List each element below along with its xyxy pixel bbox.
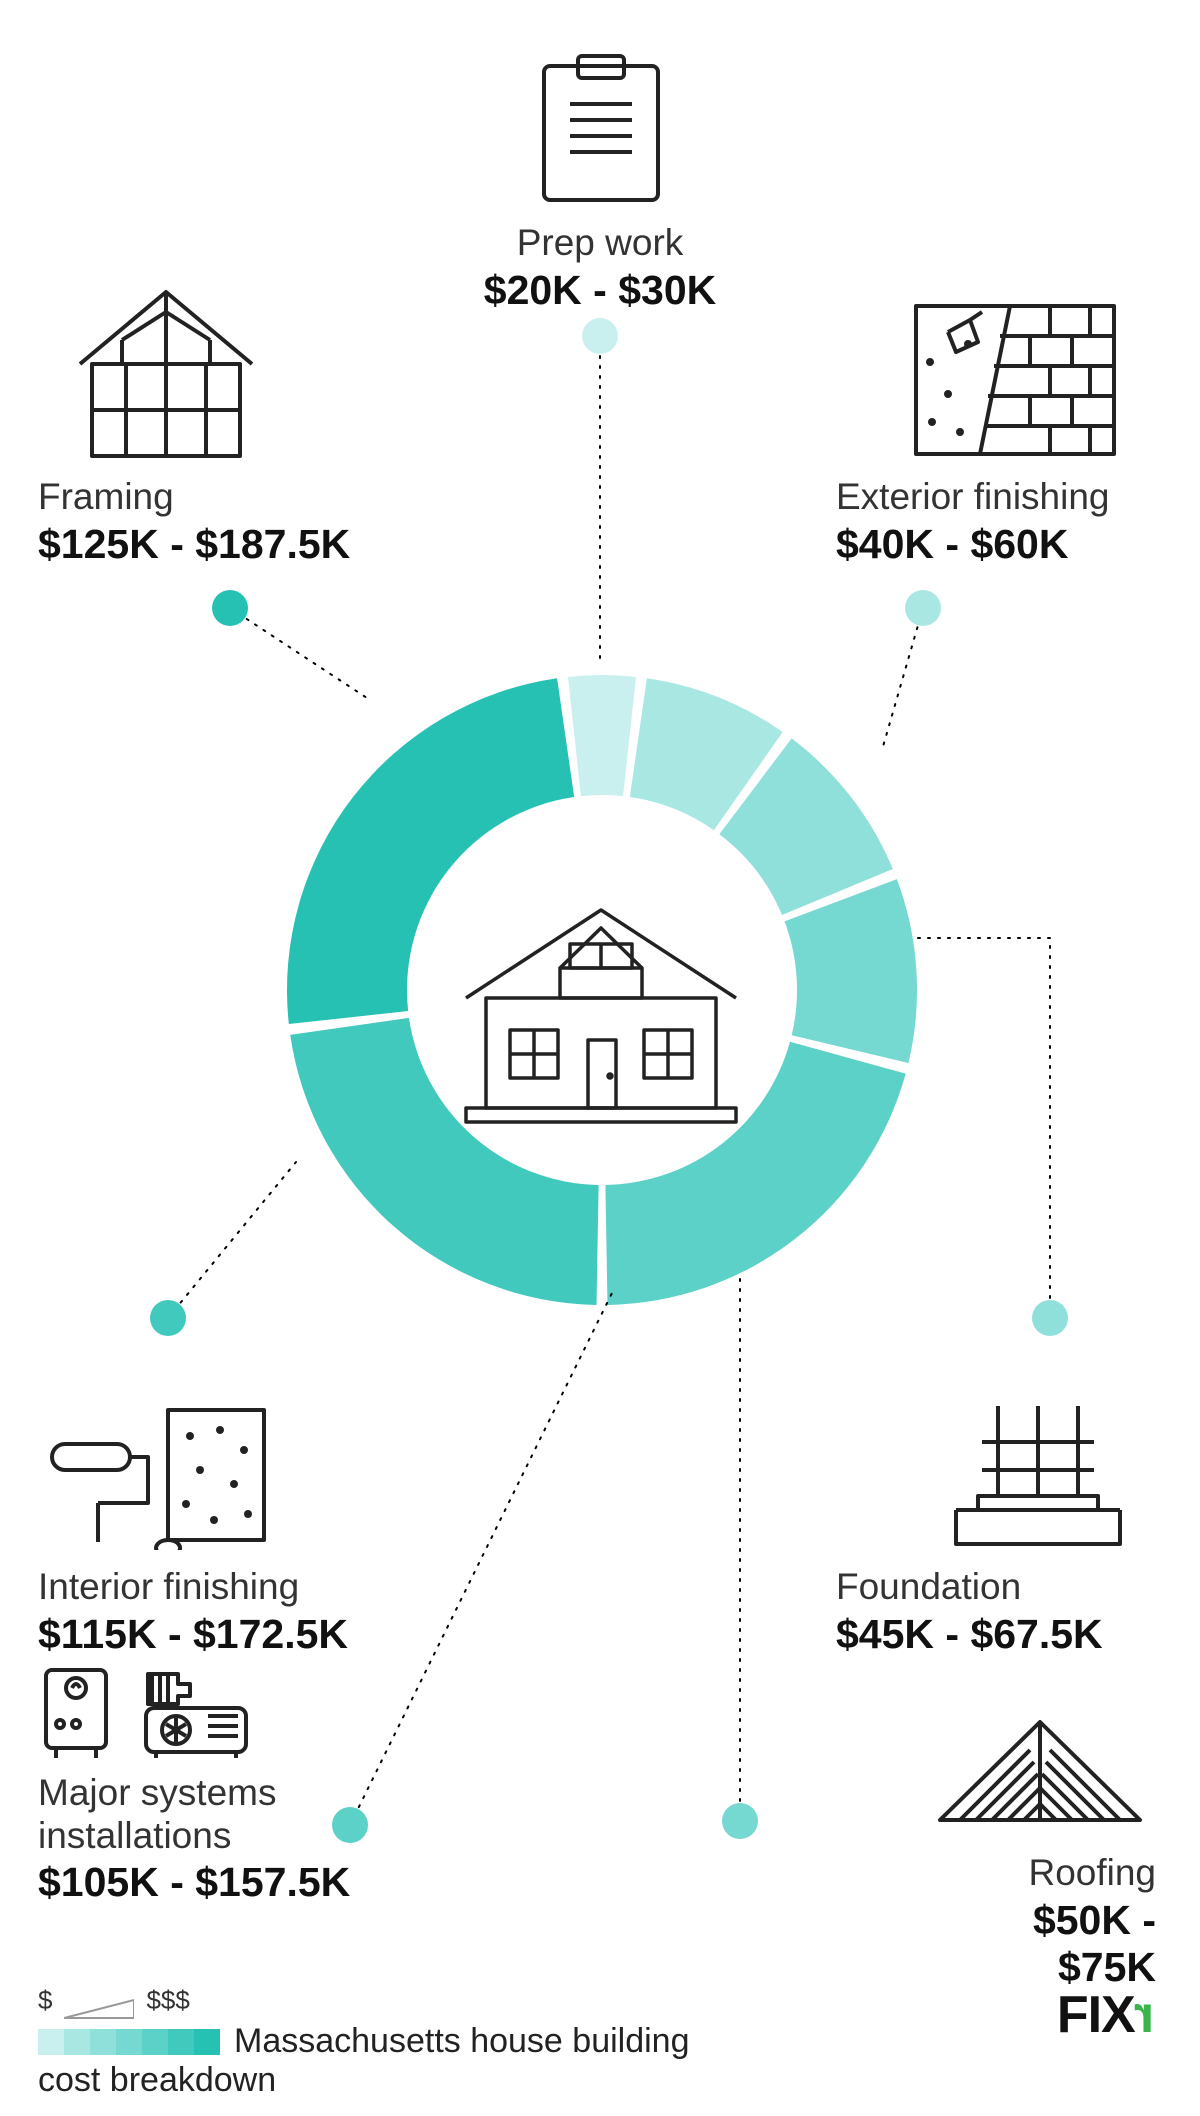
donut-seg-roofing [785,879,917,1063]
dot-prep [582,318,618,354]
value-major: $105K - $157.5K [38,1859,350,1906]
item-major: Major systems installations $105K - $157… [38,1772,350,1906]
value-foundation: $45K - $67.5K [836,1611,1103,1658]
foundation-icon [948,1400,1128,1550]
brand-logo: FIXr [1057,1985,1154,2045]
interior-icon [44,1400,274,1550]
legend-low: $ [38,1985,52,2016]
label-foundation: Foundation [836,1566,1103,1609]
label-framing: Framing [38,476,350,519]
item-framing: Framing $125K - $187.5K [38,476,350,568]
legend: $ $$$ Massachusetts house building cost … [38,1985,690,2100]
value-prep: $20K - $30K [440,267,760,314]
connector-framing [230,608,370,700]
dot-foundation [1032,1300,1068,1336]
legend-caption-1: Massachusetts house building [234,2022,690,2061]
dot-framing [212,590,248,626]
item-foundation: Foundation $45K - $67.5K [836,1566,1103,1658]
label-roofing: Roofing [936,1852,1156,1895]
legend-caption-2: cost breakdown [38,2061,690,2100]
brickwall-icon [910,300,1120,460]
legend-high: $$$ [146,1985,189,2016]
connector-interior [168,1162,296,1318]
value-roofing: $50K - $75K [936,1897,1156,1991]
item-roofing: Roofing $50K - $75K [936,1852,1156,1991]
infographic-root: Prep work $20K - $30K Framing $125K - $1… [0,0,1200,2116]
clipboard-icon [526,48,676,208]
connector-foundation [918,938,1050,1318]
house-icon [440,870,762,1130]
connector-major [350,1293,612,1825]
item-exterior: Exterior finishing $40K - $60K [836,476,1110,568]
connector-exterior [882,608,923,750]
label-major: Major systems installations [38,1772,338,1857]
dot-interior [150,1300,186,1336]
donut-seg-prep [568,675,636,796]
systems-icon [40,1660,270,1760]
item-interior: Interior finishing $115K - $172.5K [38,1566,348,1658]
value-framing: $125K - $187.5K [38,521,350,568]
dot-roofing [722,1803,758,1839]
label-exterior: Exterior finishing [836,476,1110,519]
value-exterior: $40K - $60K [836,521,1110,568]
roof-icon [930,1710,1150,1830]
label-prep: Prep work [440,222,760,265]
scale-wedge-icon [64,1998,134,2020]
framing-icon [66,286,266,461]
label-interior: Interior finishing [38,1566,348,1609]
legend-swatches [38,2029,220,2055]
value-interior: $115K - $172.5K [38,1611,348,1658]
item-prep: Prep work $20K - $30K [440,222,760,314]
dot-exterior [905,590,941,626]
